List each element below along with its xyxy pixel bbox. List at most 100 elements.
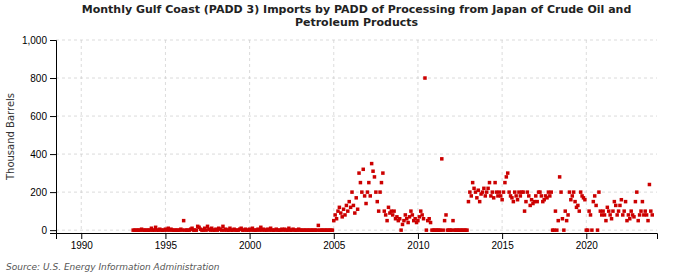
point bbox=[335, 217, 339, 221]
point bbox=[649, 209, 653, 213]
tick-label: 1990 bbox=[71, 240, 94, 251]
point bbox=[579, 190, 583, 194]
point bbox=[564, 209, 568, 213]
point bbox=[622, 209, 626, 213]
point bbox=[538, 190, 542, 194]
point bbox=[477, 188, 481, 192]
point bbox=[639, 209, 643, 213]
grid-line bbox=[165, 40, 166, 233]
tick: 2005 bbox=[323, 233, 346, 251]
point bbox=[624, 200, 628, 204]
point bbox=[478, 200, 482, 204]
x-axis: 1990199520002005201020152020 bbox=[57, 233, 658, 251]
point bbox=[589, 213, 593, 217]
tick: 1995 bbox=[155, 233, 178, 251]
point bbox=[401, 223, 405, 227]
grid-line bbox=[56, 40, 657, 41]
point bbox=[594, 204, 598, 208]
point bbox=[608, 213, 612, 217]
point bbox=[620, 198, 624, 202]
point bbox=[343, 213, 347, 217]
point bbox=[485, 190, 489, 194]
tick-mark bbox=[50, 40, 56, 41]
point bbox=[576, 204, 580, 208]
point bbox=[488, 181, 492, 185]
point bbox=[443, 219, 447, 223]
grid-line bbox=[586, 40, 587, 233]
tick-label: 2000 bbox=[239, 240, 262, 251]
point bbox=[385, 219, 389, 223]
point bbox=[498, 190, 502, 194]
tick-mark bbox=[334, 233, 335, 239]
point bbox=[367, 181, 371, 185]
point bbox=[510, 196, 513, 200]
point bbox=[404, 213, 408, 217]
point bbox=[556, 219, 560, 223]
point bbox=[558, 175, 562, 179]
point bbox=[339, 211, 343, 215]
point bbox=[562, 228, 566, 232]
point bbox=[645, 213, 649, 217]
point bbox=[555, 228, 559, 232]
point bbox=[617, 209, 621, 213]
point bbox=[363, 194, 367, 198]
point bbox=[380, 181, 384, 185]
tick-label: 1,000 bbox=[22, 35, 47, 46]
point bbox=[554, 209, 558, 213]
point bbox=[354, 196, 358, 200]
point bbox=[535, 200, 539, 204]
point bbox=[632, 215, 636, 219]
point bbox=[475, 196, 479, 200]
point bbox=[317, 224, 321, 228]
tick-label: 200 bbox=[30, 187, 47, 198]
tick-mark bbox=[418, 233, 419, 239]
point bbox=[373, 175, 377, 179]
points bbox=[131, 76, 654, 232]
y-axis-title: Thousand Barrels bbox=[5, 93, 16, 181]
point bbox=[338, 206, 342, 210]
tick-mark bbox=[50, 230, 56, 231]
point bbox=[427, 217, 431, 221]
point bbox=[482, 187, 486, 191]
point bbox=[524, 200, 528, 204]
point bbox=[444, 213, 448, 217]
point bbox=[527, 194, 531, 198]
tick-label: 2015 bbox=[491, 240, 514, 251]
point bbox=[345, 204, 349, 208]
point bbox=[467, 200, 471, 204]
grid bbox=[56, 40, 657, 233]
grid-line bbox=[56, 154, 657, 155]
point bbox=[615, 213, 619, 217]
tick-mark bbox=[165, 233, 166, 239]
point bbox=[607, 209, 611, 213]
tick-mark bbox=[50, 78, 56, 79]
point bbox=[422, 217, 426, 221]
point bbox=[429, 221, 433, 225]
point bbox=[569, 198, 573, 202]
point bbox=[610, 217, 614, 221]
point bbox=[411, 213, 415, 217]
point bbox=[507, 190, 511, 194]
point bbox=[572, 190, 576, 194]
point bbox=[440, 157, 444, 161]
point bbox=[636, 219, 640, 223]
point bbox=[650, 213, 654, 217]
tick: 800 bbox=[30, 73, 56, 84]
grid-line bbox=[56, 192, 657, 193]
point bbox=[548, 194, 552, 198]
point bbox=[377, 209, 381, 213]
point bbox=[565, 219, 569, 223]
point bbox=[374, 190, 378, 194]
plot-area: 1990199520002005201020152020020040060080… bbox=[22, 35, 658, 251]
tick-label: 1995 bbox=[155, 240, 178, 251]
point bbox=[376, 200, 380, 204]
grid-line bbox=[81, 40, 82, 233]
point bbox=[606, 206, 610, 210]
tick-label: 2020 bbox=[576, 240, 599, 251]
grid-line bbox=[249, 40, 250, 233]
grid-line bbox=[56, 78, 657, 79]
point bbox=[346, 209, 350, 213]
tick-mark bbox=[586, 233, 587, 239]
title: Monthly Gulf Coast (PADD 3) Imports by P… bbox=[82, 3, 632, 29]
point bbox=[601, 209, 605, 213]
